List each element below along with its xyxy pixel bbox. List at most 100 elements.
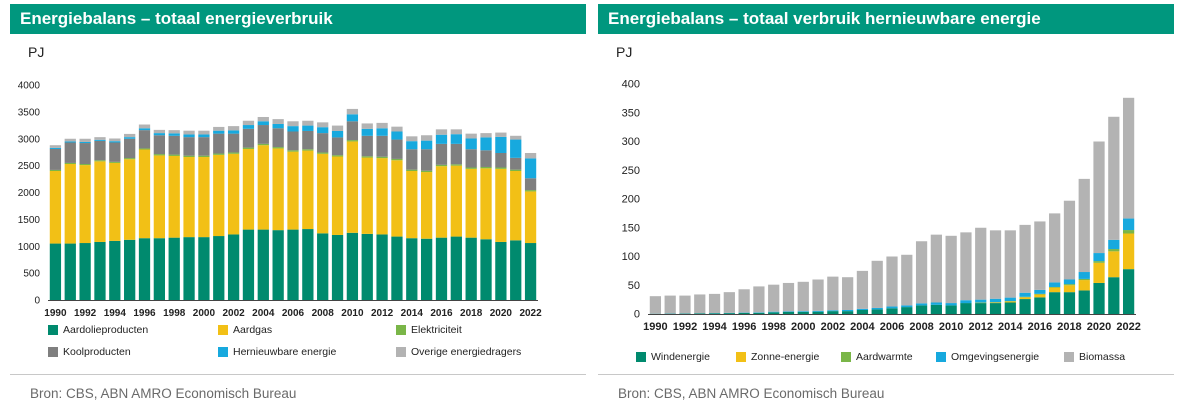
bar-segment [257, 143, 269, 146]
bar-segment [871, 307, 883, 310]
bar-segment [797, 311, 809, 312]
bar-segment [391, 160, 403, 237]
x-tick-label: 2004 [850, 321, 875, 333]
divider [10, 374, 586, 375]
bar-segment [227, 234, 240, 300]
x-tick-label: 1996 [732, 321, 756, 333]
bar-segment [242, 229, 255, 300]
bar-segment [1108, 251, 1120, 278]
bar-segment [856, 309, 869, 314]
x-tick-label: 2022 [1116, 321, 1140, 333]
x-tick-label: 2000 [791, 321, 815, 333]
legend-label: Elektriciteit [411, 324, 462, 336]
bar-segment [495, 167, 507, 169]
x-tick-label: 1994 [702, 321, 727, 333]
bar-segment [198, 155, 210, 158]
bar-segment [1049, 287, 1061, 293]
legend-item: Koolproducten [48, 346, 131, 358]
bar-segment [257, 145, 269, 230]
bar-segment [1004, 302, 1016, 314]
bar-segment [317, 133, 329, 153]
bar-segment [886, 256, 898, 307]
x-tick-label: 2006 [282, 308, 305, 319]
x-tick-label: 2012 [968, 321, 992, 333]
bar-segment [960, 232, 972, 301]
bar-segment [420, 149, 433, 171]
bar-segment [109, 138, 121, 142]
bar-segment [420, 135, 433, 141]
bar-segment [1122, 97, 1135, 219]
bar-segment [930, 302, 942, 305]
bar-segment [1034, 297, 1046, 314]
bar-segment [1078, 178, 1090, 273]
bar-segment [901, 254, 913, 306]
x-tick-label: 2018 [1057, 321, 1081, 333]
bar-segment [257, 229, 269, 300]
bar-segment [331, 155, 344, 157]
bar-segment [287, 151, 299, 230]
legend-label: Aardolieproducten [63, 324, 149, 336]
bar-segment [679, 295, 691, 314]
bar-segment [287, 229, 299, 300]
bar-segment [1049, 286, 1061, 288]
bar-segment [465, 138, 477, 150]
bar-segment [49, 169, 62, 171]
x-tick-label: 2002 [222, 308, 245, 319]
bar-segment [406, 149, 418, 170]
bar-segment [138, 130, 151, 149]
bar-segment [198, 157, 210, 238]
legend-label: Windenergie [651, 351, 710, 363]
bar-segment [753, 312, 765, 314]
bar-segment [79, 165, 91, 244]
bar-segment [331, 137, 344, 156]
bar-segment [856, 270, 869, 309]
bar-segment [406, 238, 418, 300]
bar-segment [213, 130, 225, 134]
bar-segment [945, 235, 957, 304]
bar-segment [183, 130, 195, 135]
bar-segment [797, 311, 809, 314]
bar-segment [524, 191, 537, 244]
bar-segment [302, 125, 314, 131]
bar-segment [64, 138, 76, 142]
bar-segment [49, 145, 62, 148]
bar-segment [1063, 284, 1076, 286]
bar-segment [64, 243, 76, 300]
bar-segment [694, 313, 706, 314]
chart-title: Energiebalans – totaal energieverbruik [10, 4, 586, 34]
bar-segment [768, 312, 780, 314]
bar-segment [94, 137, 106, 140]
bar-segment [1122, 230, 1135, 234]
bar-segment [227, 153, 240, 235]
bar-segment [450, 164, 462, 166]
bar-segment [450, 165, 462, 237]
bar-segment [1093, 141, 1105, 254]
bar-segment [480, 137, 492, 151]
bar-segment [257, 121, 269, 126]
bar-segment [975, 303, 987, 314]
bar-segment [287, 131, 299, 151]
bar-segment [49, 243, 62, 300]
bar-segment [168, 130, 180, 134]
bar-segment [302, 150, 314, 230]
bar-segment [64, 142, 76, 163]
bar-segment [49, 171, 62, 244]
bar-segment [812, 310, 824, 312]
bar-segment [420, 170, 433, 173]
y-tick-label: 1000 [18, 242, 41, 253]
bar-segment [768, 311, 780, 313]
bar-segment [242, 125, 255, 129]
bar-segment [1063, 279, 1076, 285]
x-tick-label: 2006 [880, 321, 904, 333]
bar-segment [346, 108, 359, 115]
x-tick-label: 1998 [761, 321, 785, 333]
bar-segment [1122, 269, 1135, 314]
bar-segment [1078, 272, 1090, 279]
bar-segment [49, 148, 62, 170]
bar-segment [989, 302, 1002, 304]
legend-label: Biomassa [1079, 351, 1126, 363]
bar-segment [153, 133, 165, 136]
bar-segment [435, 237, 448, 300]
bar-segment [168, 237, 180, 300]
bar-segment [842, 311, 854, 315]
